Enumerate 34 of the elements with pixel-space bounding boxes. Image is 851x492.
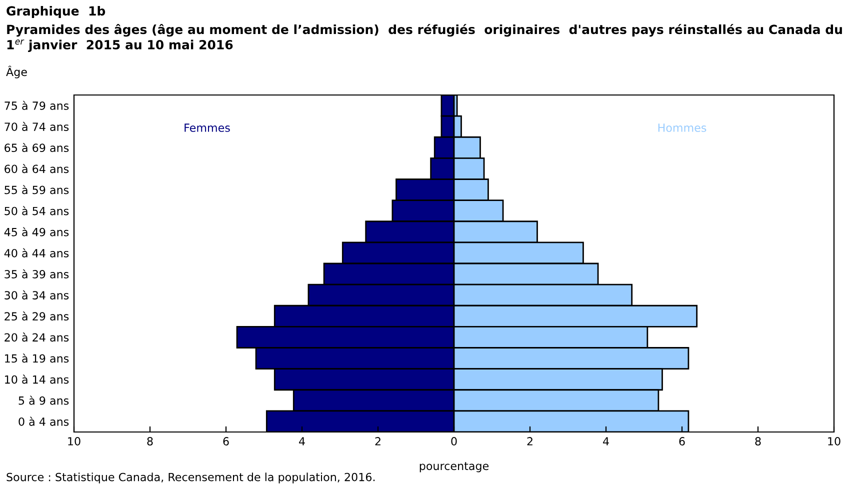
y-tick-label: 75 à 79 ans xyxy=(4,100,69,110)
x-tick-label: 2 xyxy=(375,437,380,446)
y-tick-label: 60 à 64 ans xyxy=(4,164,69,174)
y-tick-label: 15 à 19 ans xyxy=(5,354,69,363)
x-tick-label: 2 xyxy=(527,437,532,446)
y-tick-label: 70 à 74 ans xyxy=(4,122,69,131)
x-tick-label: 4 xyxy=(299,437,305,446)
text: Femmes xyxy=(184,124,230,132)
x-tick-label: 6 xyxy=(679,437,685,446)
chart-subtitle: Pyramides des âges (âge au moment de l’admission) des réfugiés originaires d'autres pays réinstallés au Canada du 1$^{er}$ janvier 2015 au 10 mai 2016 xyxy=(7,24,842,52)
x-tick-label: 10 xyxy=(828,437,840,446)
y-tick-label: 65 à 69 ans xyxy=(4,142,69,152)
x-axis-title: pourcentage xyxy=(420,462,489,472)
y-tick-label: 35 à 39 ans xyxy=(4,269,69,278)
y-tick-label: 30 à 34 ans xyxy=(4,290,69,300)
y-tick-label: 20 à 24 ans xyxy=(4,332,69,342)
y-tick-label: 45 à 49 ans xyxy=(4,227,69,236)
x-tick-label: 4 xyxy=(603,437,609,446)
y-tick-label: 55 à 59 ans xyxy=(4,185,69,194)
chart-title: Graphique 1b xyxy=(6,6,106,18)
x-tick-label: 0 xyxy=(451,437,457,446)
x-tick-label: 8 xyxy=(147,437,153,446)
source-note: Source : Statistique Canada, Recensement de la population, 2016. xyxy=(6,472,375,484)
y-tick-label: 50 à 54 ans xyxy=(4,206,69,216)
x-tick-label: 8 xyxy=(755,437,761,446)
text: Hommes xyxy=(658,124,706,132)
y-tick-label: 0 à 4 ans xyxy=(18,416,69,426)
x-tick-label: 10 xyxy=(68,437,80,446)
y-tick-label: 25 à 29 ans xyxy=(4,311,69,321)
y-tick-label: 10 à 14 ans xyxy=(5,374,69,384)
y-tick-label: 5 à 9 ans xyxy=(18,396,69,405)
y-tick-label: 40 à 44 ans xyxy=(4,248,69,258)
x-tick-label: 6 xyxy=(223,437,229,446)
y-axis-title: Âge xyxy=(6,66,27,78)
